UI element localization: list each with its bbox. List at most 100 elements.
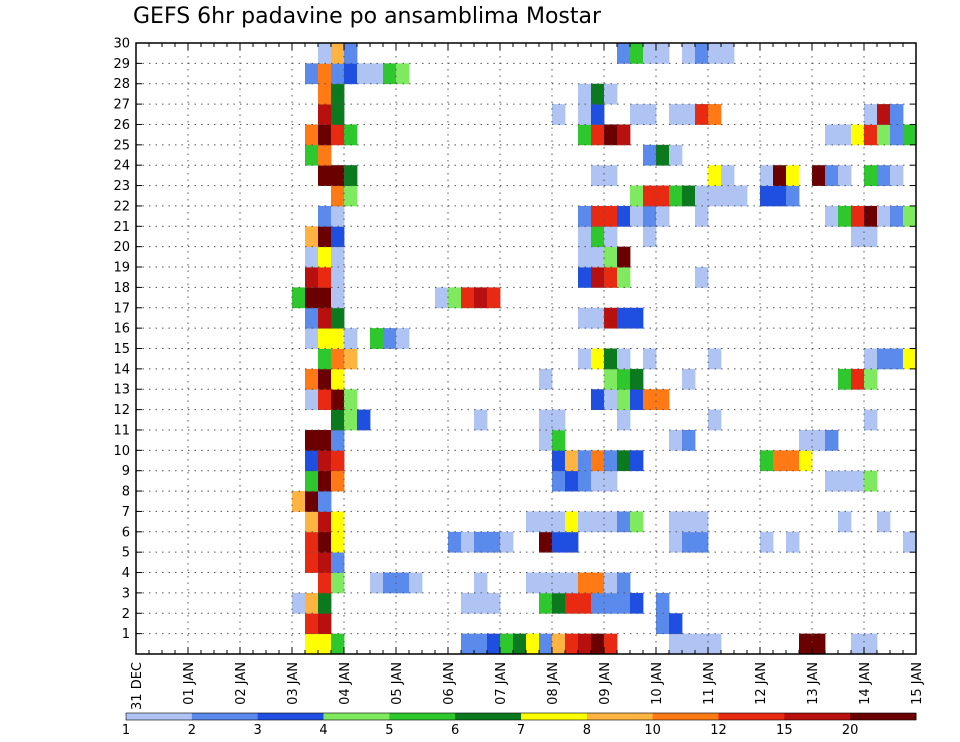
heatmap-cell <box>708 409 722 431</box>
y-tick-label: 29 <box>113 57 130 72</box>
colorbar: 1 2 3 4 5 6 7 8 10 12 15 20 <box>122 712 917 738</box>
heatmap-cell <box>669 185 683 207</box>
heatmap-cell <box>331 104 345 125</box>
heatmap-cell <box>461 287 475 309</box>
heatmap-cell <box>643 185 657 207</box>
heatmap-cell <box>643 226 657 248</box>
heatmap-cell <box>513 633 527 655</box>
heatmap-cell <box>461 531 475 553</box>
heatmap-cell <box>552 409 566 431</box>
colorbar-swatch <box>850 713 917 720</box>
heatmap-cell <box>552 104 566 125</box>
heatmap-cell <box>825 470 839 492</box>
heatmap-cell <box>344 389 358 410</box>
y-tick-label: 12 <box>113 403 130 418</box>
heatmap-cell <box>539 572 553 594</box>
heatmap-cell <box>448 531 462 553</box>
heatmap-cell <box>890 165 904 186</box>
heatmap-cell <box>552 592 566 614</box>
heatmap-cell <box>331 287 345 309</box>
heatmap-cell <box>903 205 917 227</box>
heatmap-cell <box>682 43 696 64</box>
heatmap-cell <box>669 531 683 553</box>
heatmap-cell <box>604 267 618 288</box>
heatmap-cell <box>383 328 397 349</box>
heatmap-cell <box>604 83 618 105</box>
heatmap-cell <box>825 429 839 451</box>
heatmap-cell <box>526 633 540 655</box>
heatmap-cell <box>773 185 787 207</box>
heatmap-cell <box>344 409 358 431</box>
heatmap-cell <box>617 348 631 370</box>
heatmap-cell <box>318 450 332 472</box>
heatmap-cell <box>682 104 696 125</box>
heatmap-cell <box>591 470 605 492</box>
x-tick-label: 31 DEC <box>130 662 145 710</box>
heatmap-cell <box>877 104 891 125</box>
heatmap-cell <box>292 491 306 512</box>
heatmap-cell <box>669 104 683 125</box>
colorbar-swatch <box>521 713 588 720</box>
heatmap-cell <box>331 389 345 410</box>
heatmap-cell <box>604 124 618 146</box>
heatmap-cell <box>669 429 683 451</box>
heatmap-cell <box>318 368 332 390</box>
heatmap-cell <box>656 613 670 635</box>
colorbar-label: 20 <box>842 723 859 738</box>
y-tick-label: 15 <box>113 342 130 357</box>
heatmap-cell <box>682 368 696 390</box>
heatmap-cell <box>344 328 358 349</box>
heatmap-cell <box>578 246 592 268</box>
heatmap-cell <box>877 165 891 186</box>
y-tick-label: 26 <box>113 118 130 133</box>
heatmap-cell <box>851 633 865 655</box>
x-tick-label: 13 JAN <box>806 662 821 705</box>
heatmap-cell <box>565 470 579 492</box>
y-tick-label: 21 <box>113 220 130 235</box>
heatmap-cell <box>552 429 566 451</box>
heatmap-cell <box>786 165 800 186</box>
heatmap-cell <box>682 429 696 451</box>
heatmap-cell <box>331 470 345 492</box>
heatmap-cell <box>305 124 319 146</box>
heatmap-cell <box>656 185 670 207</box>
heatmap-cell <box>838 368 852 390</box>
heatmap-cell <box>604 470 618 492</box>
heatmap-cell <box>617 389 631 410</box>
heatmap-cell <box>890 124 904 146</box>
heatmap-cell <box>708 185 722 207</box>
heatmap-cell <box>318 165 332 186</box>
heatmap-cell <box>695 104 709 125</box>
heatmap-cell <box>760 531 774 553</box>
heatmap-cell <box>487 633 501 655</box>
colorbar-swatch <box>652 713 719 720</box>
heatmap-cell <box>578 104 592 125</box>
heatmap-cell <box>656 144 670 166</box>
heatmap-cell <box>565 450 579 472</box>
heatmap-cell <box>578 307 592 329</box>
heatmap-cell <box>318 267 332 288</box>
heatmap-cell <box>318 144 332 166</box>
y-tick-label: 3 <box>122 586 130 601</box>
heatmap-cell <box>864 368 878 390</box>
heatmap-cell <box>318 226 332 248</box>
heatmap-cell <box>760 165 774 186</box>
heatmap-cell <box>825 165 839 186</box>
heatmap-cell <box>669 144 683 166</box>
heatmap-cell <box>864 205 878 227</box>
heatmap-cell <box>890 348 904 370</box>
heatmap-cell <box>591 307 605 329</box>
heatmap-cell <box>851 470 865 492</box>
data-cells <box>292 43 917 655</box>
colorbar-swatch <box>784 713 851 720</box>
heatmap-cell <box>838 124 852 146</box>
heatmap-cell <box>318 389 332 410</box>
heatmap-cell <box>396 63 410 85</box>
heatmap-cell <box>617 511 631 533</box>
heatmap-cell <box>474 592 488 614</box>
y-axis: 1234567891011121314151617181920212223242… <box>113 37 916 654</box>
heatmap-cell <box>851 205 865 227</box>
heatmap-cell <box>760 185 774 207</box>
heatmap-cell <box>318 43 332 64</box>
heatmap-cell <box>669 613 683 635</box>
